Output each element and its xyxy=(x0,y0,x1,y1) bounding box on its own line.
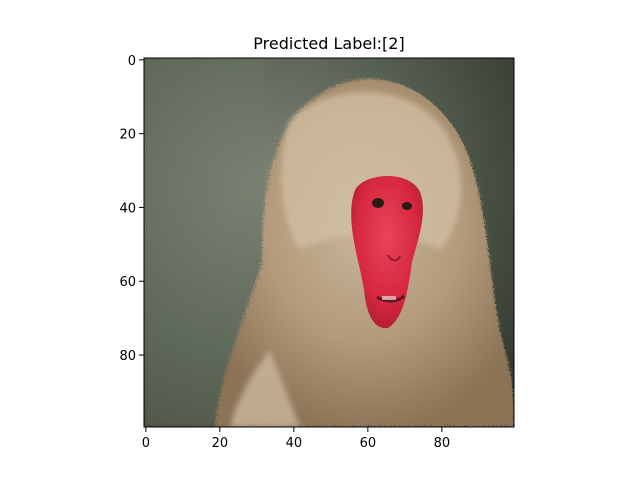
y-tick-label: 0 xyxy=(128,54,136,69)
x-tick-label: 80 xyxy=(434,436,451,451)
fur-shoulder xyxy=(230,350,300,427)
plot-title: Predicted Label:[2] xyxy=(253,34,404,53)
x-tick-label: 60 xyxy=(360,436,377,451)
macaque-image xyxy=(144,58,514,427)
teeth xyxy=(382,296,396,300)
red-face xyxy=(351,176,423,329)
y-tick-label: 60 xyxy=(119,275,136,290)
x-axis: 0 20 40 60 80 xyxy=(142,427,450,451)
y-tick-label: 40 xyxy=(119,201,136,216)
x-tick-label: 40 xyxy=(286,436,303,451)
nose xyxy=(387,254,401,262)
x-tick-label: 20 xyxy=(212,436,229,451)
left-eye xyxy=(372,198,384,208)
y-tick-label: 20 xyxy=(119,128,136,143)
axes-frame xyxy=(143,57,515,428)
right-eye xyxy=(402,202,412,210)
mouth xyxy=(376,294,406,303)
y-tick-label: 80 xyxy=(119,349,136,364)
x-tick-label: 0 xyxy=(142,436,150,451)
y-axis: 0 20 40 60 80 xyxy=(119,54,144,364)
